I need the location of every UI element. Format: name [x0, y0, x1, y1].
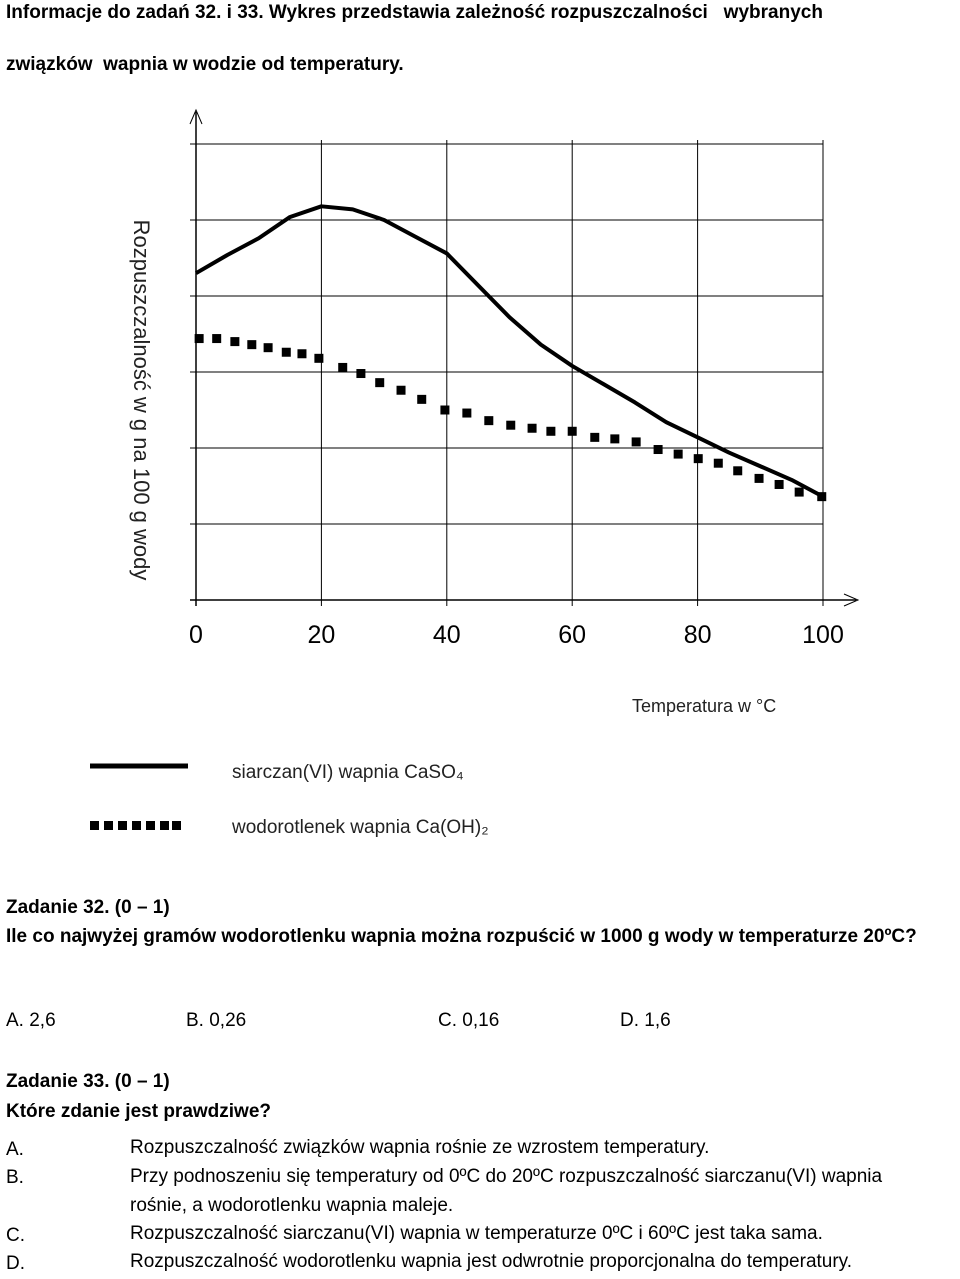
data-point	[484, 416, 494, 426]
data-point	[281, 347, 291, 357]
option-letter: C.	[6, 1225, 25, 1246]
option: D. 1,6	[620, 1010, 671, 1032]
data-point	[506, 420, 516, 430]
data-point	[631, 437, 641, 447]
x-tick-label: 20	[307, 621, 335, 649]
data-line	[194, 204, 824, 499]
option-letter: D.	[620, 1010, 639, 1031]
legend-label: siarczan(VI) wapnia CaSO₄	[232, 762, 464, 783]
x-tick-label: 80	[684, 621, 712, 649]
data-point	[546, 426, 556, 436]
data-point	[314, 353, 324, 363]
x-arrow	[843, 593, 860, 607]
y-axis-label: Rozpuszczalność w g na 100 g wody	[129, 220, 154, 581]
chart: Informacje do zadań 32. i 33. Wykres prz…	[6, 2, 860, 838]
data-point	[396, 385, 406, 395]
data-point	[653, 445, 663, 455]
header-line: związków wapnia w wodzie od temperatury.	[6, 54, 404, 75]
data-point	[462, 408, 472, 418]
data-point	[297, 349, 307, 359]
task-title: Zadanie 33. (0 – 1)	[6, 1071, 170, 1092]
data-point	[230, 337, 240, 347]
data-point	[212, 334, 222, 344]
data-point	[417, 394, 427, 404]
option-letter: A.	[6, 1139, 24, 1160]
option-text: Rozpuszczalność wodorotlenku wapnia jest…	[130, 1251, 853, 1272]
data-point	[610, 434, 620, 444]
task-question: Ile co najwyżej gramów wodorotlenku wapn…	[6, 926, 917, 947]
data-point	[817, 492, 827, 502]
option: B. 0,26	[186, 1010, 246, 1032]
data-point	[673, 449, 683, 459]
data-point	[440, 405, 450, 415]
data-point	[693, 454, 703, 464]
data-point	[527, 423, 537, 433]
data-point	[247, 340, 257, 350]
option-letter: A.	[6, 1010, 24, 1031]
option-text: 2,6	[29, 1010, 56, 1031]
task-title: Zadanie 32. (0 – 1)	[6, 897, 170, 918]
option-letter: B.	[6, 1167, 24, 1188]
option-text: 0,26	[209, 1010, 247, 1031]
data-point	[713, 458, 723, 468]
x-tick-label: 40	[433, 621, 461, 649]
x-axis-label: Temperatura w °C	[632, 696, 776, 716]
option-letter: D.	[6, 1253, 25, 1274]
data-point	[754, 473, 764, 483]
option-letter: B.	[186, 1010, 204, 1031]
x-tick-label: 60	[558, 621, 586, 649]
data-point	[338, 362, 348, 372]
data-point	[733, 466, 743, 476]
option-letter: C.	[438, 1010, 457, 1031]
option-text: 1,6	[644, 1010, 671, 1031]
legend-swatch	[90, 821, 181, 830]
task-question: Które zdanie jest prawdziwe?	[6, 1101, 271, 1122]
x-tick-label: 100	[802, 621, 844, 649]
data-point	[375, 378, 385, 388]
data-point	[794, 487, 804, 497]
option-text: 0,16	[462, 1010, 500, 1031]
data-point	[774, 479, 784, 489]
legend-label: wodorotlenek wapnia Ca(OH)₂	[231, 817, 489, 838]
option-text: Rozpuszczalność siarczanu(VI) wapnia w t…	[130, 1223, 823, 1244]
option-text: Przy podnoszeniu się temperatury od 0ºC …	[130, 1166, 883, 1216]
data-point	[263, 343, 273, 353]
data-point	[356, 369, 366, 379]
option: C. 0,16	[438, 1010, 499, 1032]
x-tick-label: 0	[189, 621, 203, 649]
data-point	[590, 432, 600, 442]
y-arrow	[189, 108, 203, 125]
option: A. 2,6	[6, 1010, 56, 1032]
header-line: Informacje do zadań 32. i 33. Wykres prz…	[6, 2, 823, 23]
data-point	[567, 426, 577, 436]
data-point	[194, 334, 204, 344]
option-text: Rozpuszczalność związków wapnia rośnie z…	[130, 1137, 710, 1158]
